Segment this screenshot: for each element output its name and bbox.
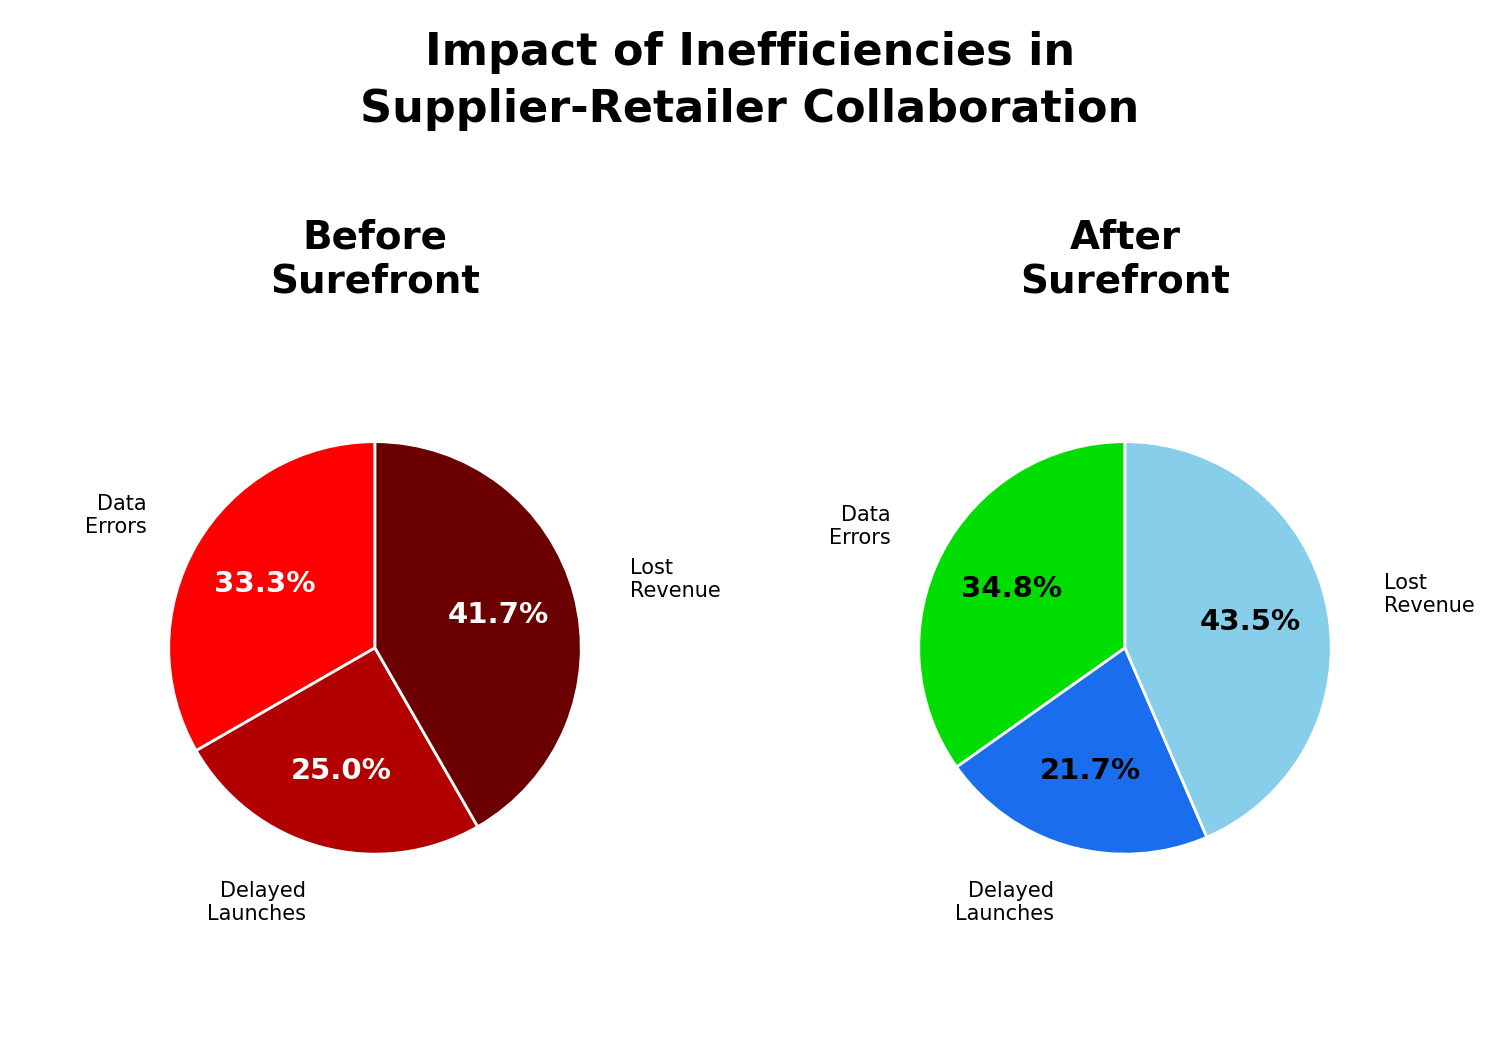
Text: Impact of Inefficiencies in
Supplier-Retailer Collaboration: Impact of Inefficiencies in Supplier-Ret… — [360, 31, 1140, 131]
Wedge shape — [170, 442, 375, 750]
Text: 33.3%: 33.3% — [213, 570, 315, 598]
Wedge shape — [1125, 442, 1330, 837]
Text: 41.7%: 41.7% — [448, 601, 549, 629]
Title: Before
Surefront: Before Surefront — [270, 218, 480, 301]
Text: 34.8%: 34.8% — [962, 575, 1062, 603]
Text: 25.0%: 25.0% — [291, 758, 392, 786]
Text: Delayed
Launches: Delayed Launches — [207, 881, 306, 925]
Title: After
Surefront: After Surefront — [1020, 218, 1230, 301]
Wedge shape — [375, 442, 580, 827]
Text: Lost
Revenue: Lost Revenue — [630, 558, 722, 602]
Wedge shape — [196, 648, 478, 854]
Text: Delayed
Launches: Delayed Launches — [954, 881, 1053, 924]
Wedge shape — [957, 648, 1208, 854]
Text: Lost
Revenue: Lost Revenue — [1383, 573, 1474, 616]
Text: Data
Errors: Data Errors — [830, 505, 891, 549]
Wedge shape — [920, 442, 1125, 767]
Text: Data
Errors: Data Errors — [86, 494, 147, 537]
Text: 21.7%: 21.7% — [1040, 757, 1142, 785]
Text: 43.5%: 43.5% — [1200, 608, 1300, 636]
